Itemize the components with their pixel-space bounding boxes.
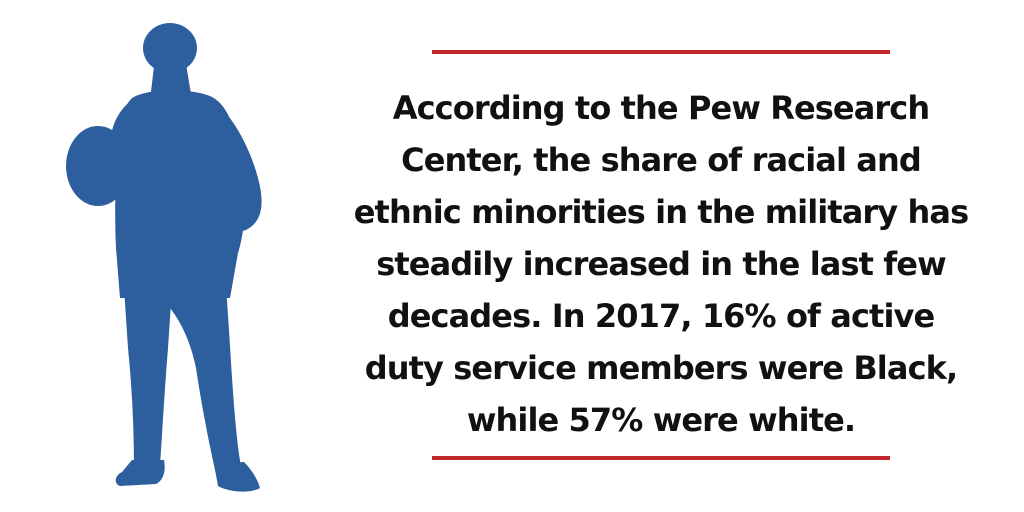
quote-line: duty service members were Black, bbox=[364, 349, 958, 387]
quote-line: According to the Pew Research bbox=[392, 89, 930, 127]
quote-line: while 57% were white. bbox=[466, 401, 856, 439]
bottom-divider bbox=[432, 456, 890, 460]
quote-line: decades. In 2017, 16% of active bbox=[387, 297, 935, 335]
top-divider bbox=[432, 50, 890, 54]
quote-line: Center, the share of racial and bbox=[401, 141, 922, 179]
person-silhouette-icon bbox=[66, 23, 262, 492]
quote-line: steadily increased in the last few bbox=[376, 245, 946, 283]
quote-text: According to the Pew Research Center, th… bbox=[330, 82, 992, 446]
quote-line: ethnic minorities in the military has bbox=[353, 193, 969, 231]
